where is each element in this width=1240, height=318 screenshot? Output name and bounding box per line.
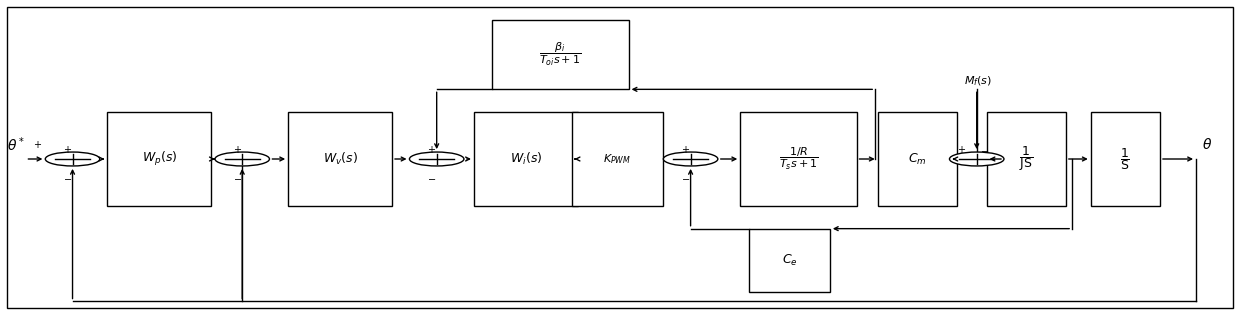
Text: $K_{PWM}$: $K_{PWM}$ — [604, 152, 631, 166]
Circle shape — [409, 152, 464, 166]
Text: $+$: $+$ — [63, 144, 72, 155]
Circle shape — [46, 152, 99, 166]
Text: $\theta$: $\theta$ — [1202, 137, 1213, 152]
Bar — [107, 112, 211, 206]
Circle shape — [950, 152, 1004, 166]
Text: $M_f(s)$: $M_f(s)$ — [963, 75, 992, 88]
Bar — [987, 112, 1066, 206]
Bar — [749, 229, 830, 292]
Text: $-$: $-$ — [980, 144, 988, 155]
Text: $\dfrac{\beta_i}{T_{oi} s+1}$: $\dfrac{\beta_i}{T_{oi} s+1}$ — [539, 41, 582, 68]
Text: $W_i(s)$: $W_i(s)$ — [510, 151, 542, 167]
Circle shape — [215, 152, 269, 166]
Text: $\dfrac{1}{\mathrm{S}}$: $\dfrac{1}{\mathrm{S}}$ — [1121, 146, 1131, 172]
Bar — [878, 112, 957, 206]
Bar — [474, 112, 578, 206]
Bar — [1091, 112, 1161, 206]
Text: $+$: $+$ — [957, 144, 966, 155]
Text: $\dfrac{1/R}{T_s s+1}$: $\dfrac{1/R}{T_s s+1}$ — [779, 146, 818, 172]
Text: $-$: $-$ — [427, 173, 436, 183]
Bar — [740, 112, 857, 206]
Text: $+$: $+$ — [681, 144, 691, 155]
Text: $W_v(s)$: $W_v(s)$ — [322, 151, 357, 167]
Text: $C_m$: $C_m$ — [908, 151, 926, 167]
Text: $C_e$: $C_e$ — [782, 253, 797, 268]
Bar — [492, 20, 629, 89]
Circle shape — [663, 152, 718, 166]
Text: $+$: $+$ — [428, 144, 436, 155]
Text: $-$: $-$ — [233, 173, 242, 183]
Text: $-$: $-$ — [63, 173, 72, 183]
Text: $-$: $-$ — [681, 173, 691, 183]
Text: $+$: $+$ — [233, 144, 242, 155]
Bar — [572, 112, 663, 206]
Text: $\dfrac{1}{\mathrm{JS}}$: $\dfrac{1}{\mathrm{JS}}$ — [1019, 145, 1033, 173]
Text: $+$: $+$ — [33, 139, 42, 150]
Text: $\theta^*$: $\theta^*$ — [6, 135, 25, 154]
Text: $W_p(s)$: $W_p(s)$ — [141, 150, 177, 168]
Bar — [288, 112, 392, 206]
